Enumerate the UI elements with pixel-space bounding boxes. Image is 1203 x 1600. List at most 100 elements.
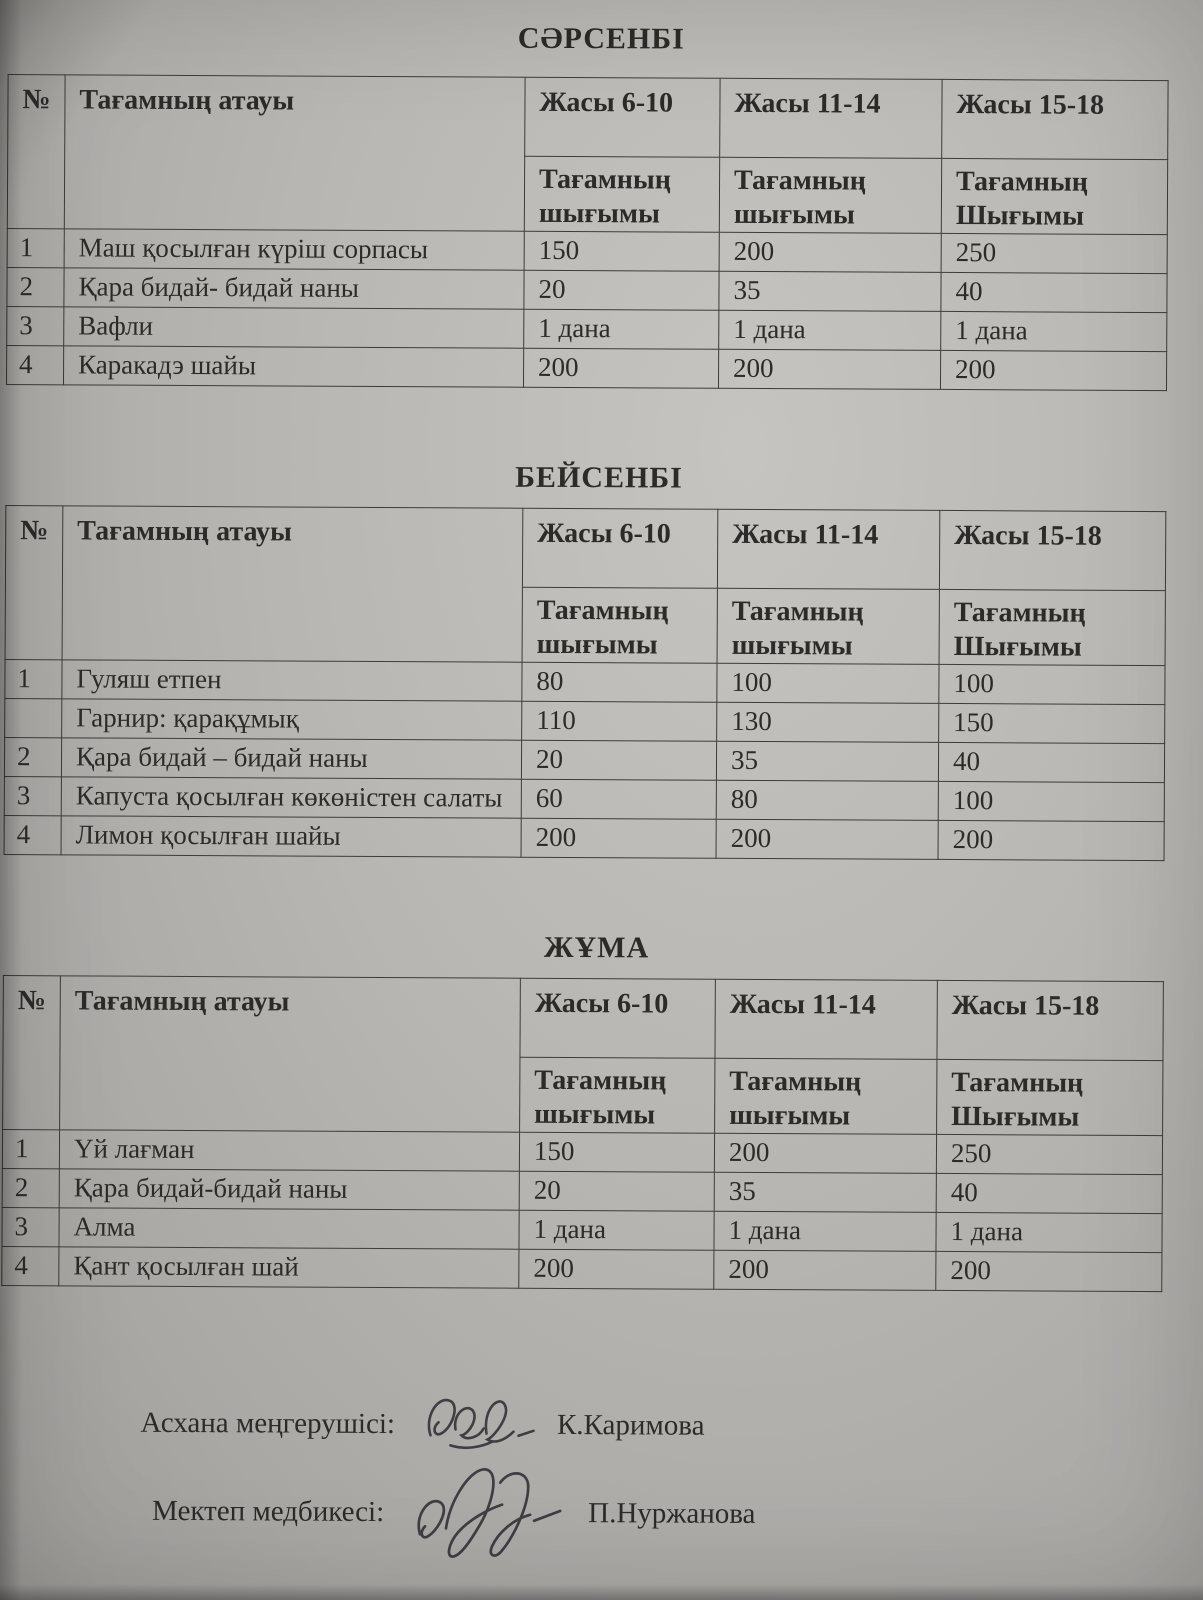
header-row: № Тағамның атауы Жасы 6-10 Жасы 11-14 Жа… xyxy=(2,975,1164,1133)
cell-output-11-14: 100 xyxy=(716,663,940,704)
spacer xyxy=(0,1286,1196,1392)
col-header-age-6-10: Жасы 6-10 xyxy=(524,77,721,158)
cell-output-11-14: 200 xyxy=(719,232,942,273)
header-row: № Тағамның атауы Жасы 6-10 Жасы 11-14 Жа… xyxy=(5,505,1166,663)
cell-dish-name: Қара бидай- бидай наны xyxy=(63,267,525,310)
cell-number: 3 xyxy=(4,776,62,816)
signature-label: Асхана меңгерушісі: xyxy=(140,1406,396,1440)
cell-number: 2 xyxy=(6,267,65,307)
col-header-age-15-18: Жасы 15-18 xyxy=(941,79,1169,160)
cell-number: 1 xyxy=(4,659,63,699)
cell-output-15-18: 100 xyxy=(938,664,1166,705)
cell-dish-name: Маш қосылған күріш сорпасы xyxy=(64,228,525,271)
cell-dish-name: Лимон қосылған шайы xyxy=(61,815,522,858)
cell-output-11-14: 35 xyxy=(718,271,942,312)
col-header-age-15-18: Жасы 15-18 xyxy=(939,510,1166,591)
cell-output-15-18: 200 xyxy=(940,350,1167,391)
cell-output-15-18: 100 xyxy=(938,781,1165,822)
signature-row-canteen-manager: Асхана меңгерушісі: К.Каримова xyxy=(140,1387,1195,1465)
cell-number: 2 xyxy=(4,737,62,777)
cell-output-15-18: 200 xyxy=(938,820,1165,861)
cell-output-15-18: 1 дана xyxy=(940,311,1167,352)
cell-output-6-10: 150 xyxy=(524,231,720,272)
cell-output-11-14: 80 xyxy=(716,780,939,821)
menu-table-friday: № Тағамның атауы Жасы 6-10 Жасы 11-14 Жа… xyxy=(1,975,1164,1292)
cell-number: 1 xyxy=(7,228,65,268)
cell-output-15-18: 1 дана xyxy=(935,1212,1163,1253)
cell-output-11-14: 200 xyxy=(716,819,939,860)
table-row: 2 Қара бидай – бидай наны 20 35 40 xyxy=(4,737,1165,783)
col-subheader-output-6-10: Тағамның шығымы xyxy=(524,156,720,233)
cell-output-11-14: 200 xyxy=(714,1133,937,1174)
col-header-number: № xyxy=(5,505,63,660)
cell-dish-name: Гуляш етпен xyxy=(61,659,523,702)
day-title-thursday: БЕЙСЕНБІ xyxy=(515,460,683,495)
col-subheader-output-6-10: Тағамның шығымы xyxy=(519,1057,715,1134)
col-subheader-output-15-18: Тағамның Шығымы xyxy=(941,158,1168,235)
col-header-age-6-10: Жасы 6-10 xyxy=(519,978,716,1059)
cell-output-15-18: 150 xyxy=(938,703,1165,744)
cell-output-15-18: 40 xyxy=(936,1173,1163,1214)
spacer xyxy=(0,385,1201,463)
photo-bottom-shadow xyxy=(0,1584,1203,1600)
table-row: 3 Алма 1 дана 1 дана 1 дана xyxy=(1,1207,1163,1253)
cell-dish-name: Үй лағман xyxy=(59,1129,520,1172)
col-header-number: № xyxy=(7,74,66,229)
col-header-number: № xyxy=(2,975,61,1130)
cell-output-6-10: 20 xyxy=(523,270,720,311)
table-row: 4 Қант қосылған шай 200 200 200 xyxy=(1,1246,1162,1292)
cell-number: 4 xyxy=(4,815,62,855)
cell-dish-name: Каракадэ шайы xyxy=(63,345,524,388)
signature-name: П.Нуржанова xyxy=(588,1496,756,1530)
cell-dish-name: Қара бидай – бидай наны xyxy=(61,737,522,780)
table-row: 1 Гуляш етпен 80 100 100 xyxy=(4,659,1166,705)
cell-output-11-14: 35 xyxy=(714,1172,937,1213)
cell-dish-name: Вафли xyxy=(63,306,524,349)
col-header-age-6-10: Жасы 6-10 xyxy=(522,508,718,589)
handwritten-signature xyxy=(410,1462,571,1563)
cell-dish-name: Қара бидай-бидай наны xyxy=(59,1168,520,1211)
cell-dish-name: Гарнир: қарақұмық xyxy=(61,698,522,741)
cell-dish-name: Алма xyxy=(58,1207,520,1250)
cell-output-11-14: 35 xyxy=(716,741,939,782)
col-header-age-15-18: Жасы 15-18 xyxy=(936,980,1164,1061)
cell-output-11-14: 1 дана xyxy=(713,1211,937,1252)
cell-output-6-10: 20 xyxy=(519,1171,715,1212)
cell-dish-name: Капуста қосылған көкөністен салаты xyxy=(61,776,522,819)
table-row: 4 Каракадэ шайы 200 200 200 xyxy=(6,345,1167,391)
table-row: 1 Маш қосылған күріш сорпасы 150 200 250 xyxy=(7,228,1168,274)
col-header-dish-name: Тағамның атауы xyxy=(64,74,526,232)
cell-output-6-10: 200 xyxy=(523,348,719,389)
cell-output-6-10: 200 xyxy=(518,1249,714,1290)
col-header-age-11-14: Жасы 11-14 xyxy=(717,509,940,590)
table-row: 4 Лимон қосылған шайы 200 200 200 xyxy=(4,815,1165,861)
scanned-page: СӘРСЕНБІ № Тағамның атауы Жасы 6-10 Жасы… xyxy=(0,22,1201,1564)
cell-output-6-10: 110 xyxy=(521,701,717,742)
cell-output-15-18: 250 xyxy=(936,1134,1163,1175)
cell-output-11-14: 1 дана xyxy=(718,310,941,351)
signature-row-school-nurse: Мектеп медбикесі: П.Нуржанова xyxy=(152,1463,1195,1564)
cell-output-15-18: 250 xyxy=(941,233,1168,274)
col-subheader-output-15-18: Тағамның Шығымы xyxy=(939,589,1166,666)
col-subheader-output-6-10: Тағамның шығымы xyxy=(522,587,718,664)
cell-output-11-14: 200 xyxy=(718,349,941,390)
cell-output-15-18: 200 xyxy=(935,1251,1162,1292)
col-header-age-11-14: Жасы 11-14 xyxy=(714,979,938,1060)
cell-number: 3 xyxy=(6,306,64,346)
menu-table-wednesday: № Тағамның атауы Жасы 6-10 Жасы 11-14 Жа… xyxy=(6,74,1169,391)
table-row: 3 Капуста қосылған көкөністен салаты 60 … xyxy=(4,776,1165,822)
cell-output-11-14: 130 xyxy=(716,702,939,743)
cell-output-6-10: 60 xyxy=(521,779,717,820)
cell-number: 2 xyxy=(2,1168,60,1208)
cell-output-15-18: 40 xyxy=(940,272,1168,313)
day-title-friday: ЖҰМА xyxy=(543,930,650,965)
cell-number: 1 xyxy=(2,1129,60,1169)
menu-table-thursday: № Тағамның атауы Жасы 6-10 Жасы 11-14 Жа… xyxy=(4,505,1167,861)
col-subheader-output-11-14: Тағамның шығымы xyxy=(717,588,940,665)
header-row: № Тағамның атауы Жасы 6-10 Жасы 11-14 Жа… xyxy=(7,74,1169,232)
table-row: 1 Үй лағман 150 200 250 xyxy=(2,1129,1163,1175)
cell-dish-name: Қант қосылған шай xyxy=(58,1246,519,1289)
cell-number: 4 xyxy=(6,345,64,385)
cell-output-6-10: 20 xyxy=(521,740,717,781)
cell-output-15-18: 40 xyxy=(938,742,1165,783)
